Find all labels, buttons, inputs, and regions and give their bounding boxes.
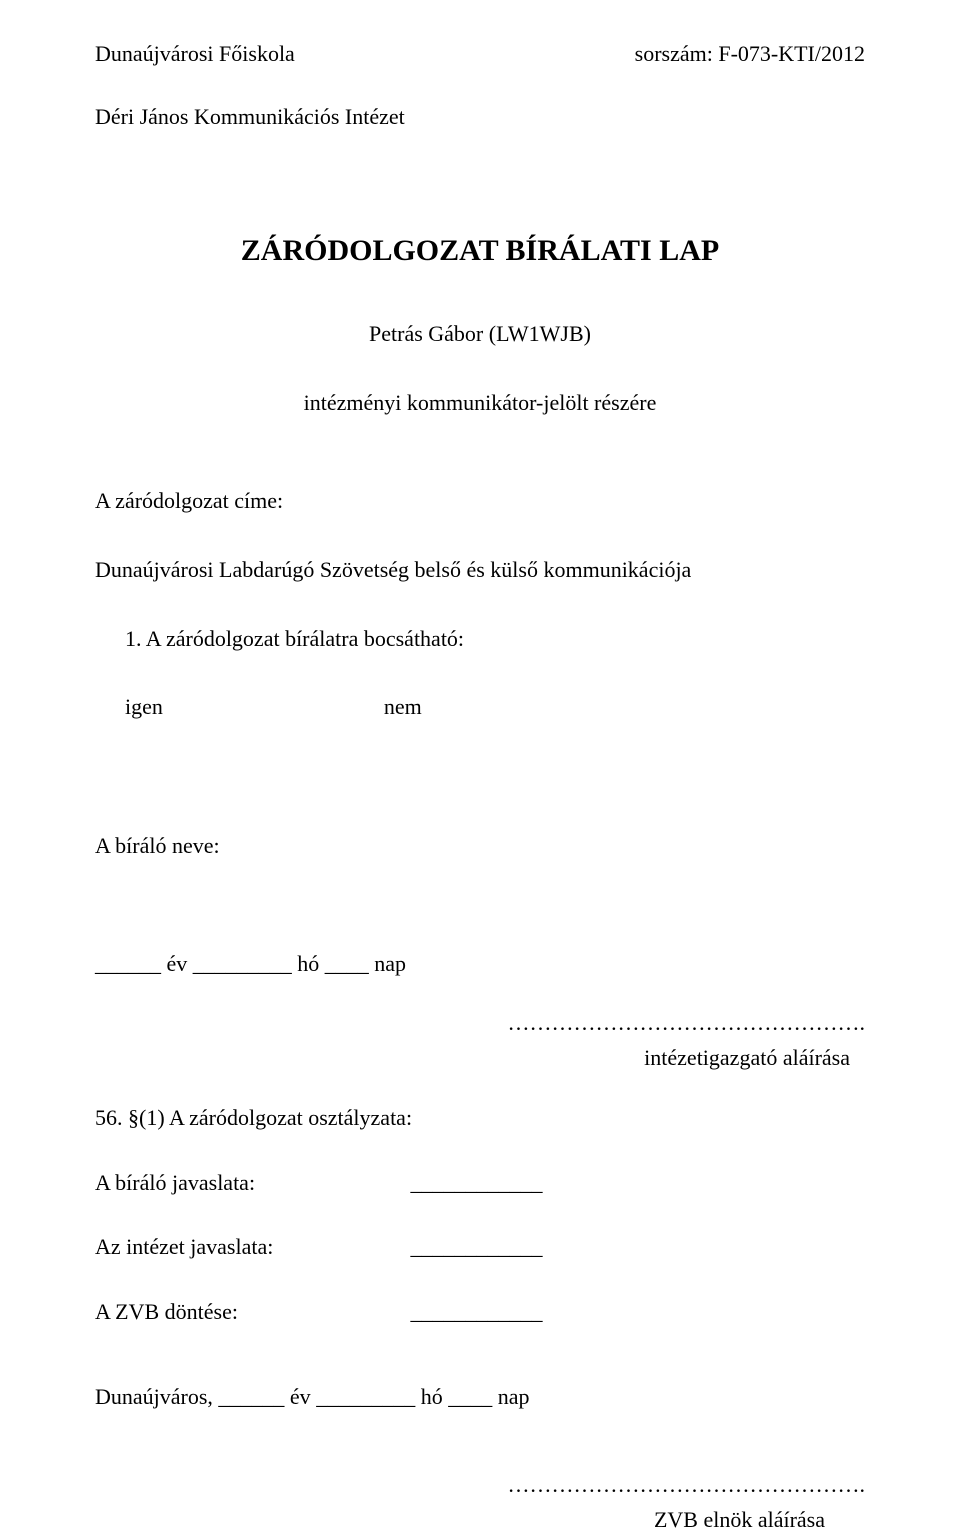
day-blank-2: ____ [448,1384,492,1409]
day-label-2: nap [498,1384,530,1409]
serial-value: F-073-KTI/2012 [718,41,865,66]
month-blank: _________ [193,951,292,976]
institute-suggestion-blank: ____________ [411,1234,543,1259]
option-yes: igen [125,694,163,719]
header-row: Dunaújvárosi Főiskola sorszám: F-073-KTI… [95,40,865,69]
zvb-decision-row: A ZVB döntése: ____________ [95,1298,865,1327]
month-blank-2: _________ [316,1384,415,1409]
institute-suggestion-row: Az intézet javaslata: ____________ [95,1233,865,1262]
zvb-decision-label: A ZVB döntése: [95,1298,405,1327]
reviewer-suggestion-row: A bíráló javaslata: ____________ [95,1169,865,1198]
zvb-signature-label: ZVB elnök aláírása [95,1506,865,1534]
reviewer-suggestion-label: A bíráló javaslata: [95,1169,405,1198]
dotted-signature-line-2: …………………………………………. [95,1471,865,1500]
yes-no-row: igen nem [95,693,865,722]
month-label-2: hó [421,1384,443,1409]
month-label: hó [297,951,319,976]
thesis-title-label: A záródolgozat címe: [95,487,865,516]
year-label-2: év [290,1384,311,1409]
serial-number: sorszám: F-073-KTI/2012 [635,40,865,69]
final-city: Dunaújváros, [95,1384,218,1409]
thesis-title-value: Dunaújvárosi Labdarúgó Szövetség belső é… [95,556,865,585]
year-blank-2: ______ [218,1384,284,1409]
year-blank: ______ [95,951,161,976]
school-name: Dunaújvárosi Főiskola [95,40,295,69]
institute-suggestion-label: Az intézet javaslata: [95,1233,405,1262]
final-date-line: Dunaújváros, ______ év _________ hó ____… [95,1383,865,1412]
student-line: Petrás Gábor (LW1WJB) [95,320,865,349]
year-label: év [167,951,188,976]
date-line-1: ______ év _________ hó ____ nap [95,950,865,979]
day-label: nap [374,951,406,976]
option-no: nem [384,694,422,719]
zvb-decision-blank: ____________ [411,1299,543,1324]
page-title: ZÁRÓDOLGOZAT BÍRÁLATI LAP [95,231,865,270]
reviewer-suggestion-blank: ____________ [411,1170,543,1195]
reviewer-name-label: A bíráló neve: [95,832,865,861]
serial-label: sorszám: [635,41,713,66]
director-signature-label: intézetigazgató aláírása [95,1044,865,1073]
grade-section-label: 56. §(1) A záródolgozat osztályzata: [95,1104,865,1133]
recipient-line: intézményi kommunikátor-jelölt részére [95,389,865,418]
institute-name: Déri János Kommunikációs Intézet [95,103,865,132]
day-blank: ____ [325,951,369,976]
dotted-signature-line-1: …………………………………………. [95,1009,865,1038]
question-1: 1. A záródolgozat bírálatra bocsátható: [95,625,865,654]
